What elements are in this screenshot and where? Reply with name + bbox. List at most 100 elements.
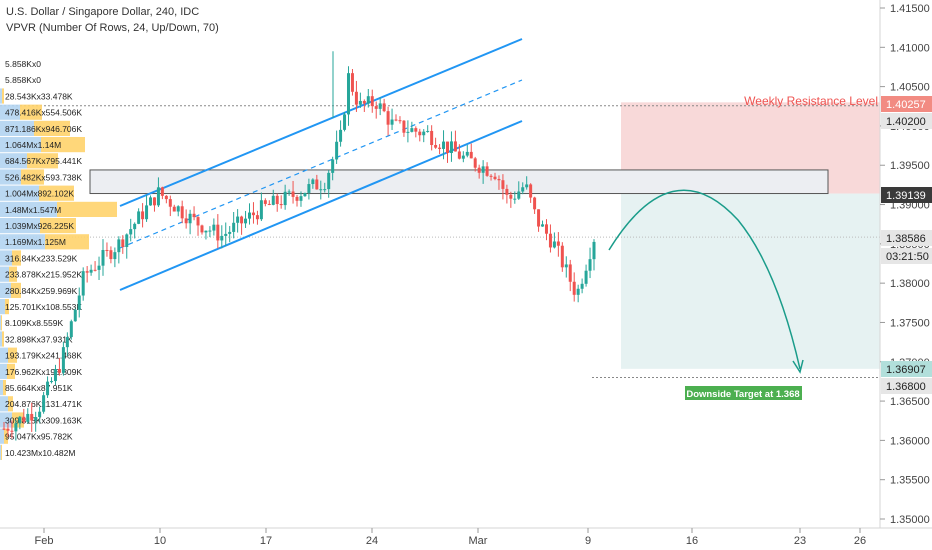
candle-body <box>129 229 133 235</box>
candle-body <box>299 196 303 201</box>
candle-body <box>354 91 358 105</box>
candle-body <box>560 245 564 268</box>
candle-body <box>57 369 61 373</box>
vp-up-bar <box>0 347 8 363</box>
price-marker-box <box>881 248 932 264</box>
vp-row-label: 316.84Kx233.529K <box>5 253 78 263</box>
price-tick-label: 1.41000 <box>890 42 930 54</box>
candle-body <box>564 264 568 268</box>
price-marker-label: 1.39139 <box>886 190 926 202</box>
candle-body <box>291 191 295 197</box>
vp-up-bar <box>0 380 3 396</box>
candle-body <box>2 428 6 430</box>
candle-body <box>521 187 525 192</box>
candle-body <box>38 411 42 418</box>
time-tick-label: 24 <box>366 535 378 547</box>
vp-row-label: 125.701Kx108.553K <box>5 302 82 312</box>
vp-down-bar <box>20 104 42 120</box>
candle-body <box>50 381 54 383</box>
candle-body <box>224 233 228 236</box>
vp-down-bar <box>9 266 17 282</box>
vp-row-label: 233.878Kx215.952K <box>5 270 82 280</box>
candle-body <box>485 166 489 176</box>
price-marker-box <box>881 361 932 377</box>
candle-body <box>34 417 38 421</box>
candle-body <box>438 147 442 149</box>
candle-body <box>544 224 548 234</box>
candle-body <box>85 271 89 273</box>
candle-body <box>513 198 517 200</box>
candle-body <box>473 158 477 168</box>
price-marker-label: 1.40200 <box>886 116 926 128</box>
candle-body <box>152 197 156 206</box>
price-tick-label: 1.41500 <box>890 3 930 15</box>
candle-body <box>457 151 461 159</box>
candle-body <box>374 106 378 109</box>
price-tick-label: 1.40500 <box>890 82 930 94</box>
candle-body <box>251 212 255 216</box>
vp-up-bar <box>0 137 41 153</box>
candle-body <box>267 203 271 205</box>
candle-body <box>141 211 145 220</box>
candle-body <box>481 166 485 173</box>
time-axis[interactable]: Feb 10 17 24 Mar 9 16 23 26 <box>35 528 867 547</box>
vp-row-label: 28.543Kx33.478K <box>5 91 73 101</box>
time-tick-label: 23 <box>794 535 806 547</box>
candle-body <box>307 184 311 193</box>
vp-down-bar <box>4 428 8 444</box>
candle-body <box>295 196 299 201</box>
candle-body <box>240 216 244 224</box>
vp-row-label: 478.416Kx554.506K <box>5 108 82 118</box>
candle-body <box>572 281 576 295</box>
chart-legend: U.S. Dollar / Singapore Dollar, 240, IDC… <box>6 4 219 36</box>
candle-body <box>343 114 347 130</box>
vp-down-bar <box>3 380 6 396</box>
price-marker-label: 1.36907 <box>886 364 926 376</box>
candle-body <box>568 264 572 282</box>
candle-body <box>109 250 113 260</box>
candles[interactable] <box>2 51 596 441</box>
candle-body <box>588 259 592 271</box>
symbol-title[interactable]: U.S. Dollar / Singapore Dollar, 240, IDC <box>6 6 200 18</box>
vp-row-label: 280.84Kx259.969K <box>5 286 78 296</box>
candle-body <box>18 416 22 424</box>
candle-body <box>117 239 121 253</box>
candle-body <box>93 269 97 271</box>
candle-body <box>77 295 81 310</box>
candle-body <box>461 155 465 159</box>
candle-body <box>192 213 196 218</box>
candle-body <box>331 159 335 173</box>
vp-row-label: 1.004Mx892.102K <box>5 189 74 199</box>
time-tick-label: 16 <box>686 535 698 547</box>
candle-body <box>180 206 184 219</box>
candle-body <box>188 213 192 224</box>
candle-body <box>434 145 438 148</box>
price-marker-label: 1.40257 <box>886 99 926 111</box>
volume-profile: 5.858Kx0 5.858Kx0 28.543Kx33.478K 478.416Kx… <box>0 59 117 460</box>
price-tick-label: 1.35500 <box>890 475 930 487</box>
price-markers: 1.40257 1.40200 1.39139 1.38586 03:21:50 1.36… <box>881 96 932 394</box>
price-tick-label: 1.37500 <box>890 317 930 329</box>
vp-row-label: 684.567Kx795.441K <box>5 156 82 166</box>
candle-body <box>592 241 596 260</box>
drawing-layer <box>0 102 880 378</box>
vp-down-bar <box>5 299 9 315</box>
price-tick-label: 1.36500 <box>890 396 930 408</box>
vp-down-bar <box>21 169 44 185</box>
vp-up-bar <box>0 153 27 169</box>
candle-body <box>125 234 129 247</box>
candle-body <box>453 141 457 152</box>
candle-body <box>69 321 73 338</box>
candle-body <box>121 239 125 247</box>
candle-body <box>303 192 307 197</box>
candle-body <box>196 217 200 226</box>
candle-body <box>212 224 216 231</box>
time-tick-label: 9 <box>585 535 591 547</box>
candle-body <box>430 130 434 146</box>
target-label: Downside Target at 1.368 <box>686 389 799 400</box>
candle-body <box>14 423 18 432</box>
candle-body <box>263 200 267 204</box>
indicator-title[interactable]: VPVR (Number Of Rows, 24, Up/Down, 70) <box>6 22 219 34</box>
vp-down-bar <box>11 282 21 298</box>
